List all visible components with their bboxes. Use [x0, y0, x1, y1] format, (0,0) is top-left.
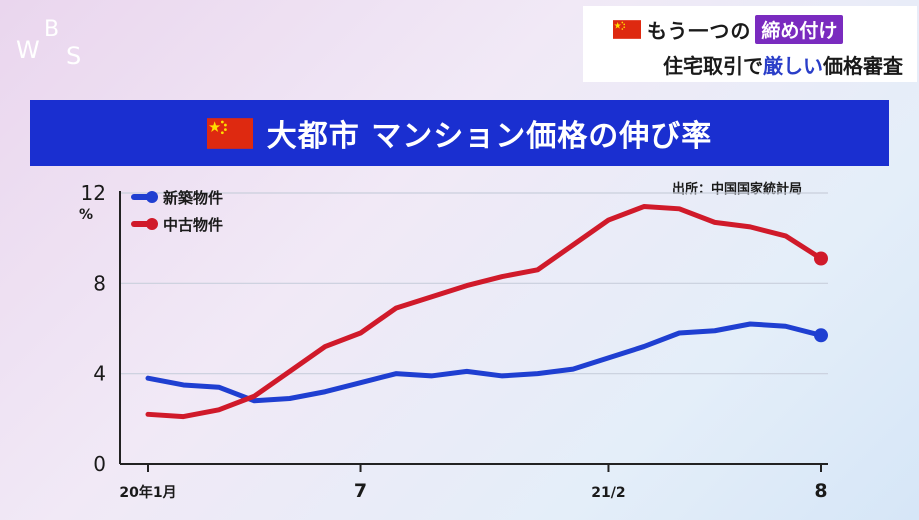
headline-line-1: もう一つの 締め付け — [613, 14, 844, 44]
series-line-1 — [145, 204, 824, 420]
legend-marker — [146, 191, 158, 203]
logo-letter-s: S — [66, 42, 81, 70]
legend-label: 新築物件 — [163, 189, 223, 207]
series-end-point-1 — [814, 251, 828, 266]
headline-subtext-pre: 住宅取引で — [663, 53, 763, 78]
y-tick-label: 4 — [93, 362, 106, 386]
series-line-0 — [145, 321, 824, 404]
headline-subtext-post: 価格審査 — [823, 53, 903, 78]
legend-marker — [146, 218, 158, 230]
headline-text: もう一つの — [647, 18, 752, 43]
y-unit-label: % — [79, 207, 93, 223]
logo-letter-b: B — [44, 17, 59, 42]
y-tick-label: 12 — [81, 181, 106, 205]
headline-box: もう一つの 締め付け 住宅取引で 厳しい 価格審査 — [583, 6, 917, 82]
headline-subtext-highlight: 厳しい — [763, 53, 823, 78]
x-tick-label: 21/2 — [591, 485, 625, 501]
china-flag-icon — [206, 117, 253, 149]
title-banner: 大都市 マンション価格の伸び率 — [30, 100, 889, 166]
x-tick-label: 20年1月 — [119, 484, 176, 501]
wbs-logo: W B S — [16, 17, 81, 70]
headline-tag: 締め付け — [755, 14, 844, 44]
chart-title: 大都市 マンション価格の伸び率 — [266, 119, 713, 154]
china-flag-icon — [613, 19, 641, 39]
logo-letter-w: W — [16, 36, 40, 64]
x-tick-label: 7 — [354, 480, 367, 502]
headline-line-2: 住宅取引で 厳しい 価格審査 — [663, 50, 903, 78]
x-tick-label: 8 — [814, 480, 827, 502]
y-tick-label: 8 — [93, 271, 106, 295]
series-end-point-0 — [814, 328, 828, 343]
y-tick-label: 0 — [93, 452, 106, 476]
legend-label: 中古物件 — [163, 216, 223, 234]
